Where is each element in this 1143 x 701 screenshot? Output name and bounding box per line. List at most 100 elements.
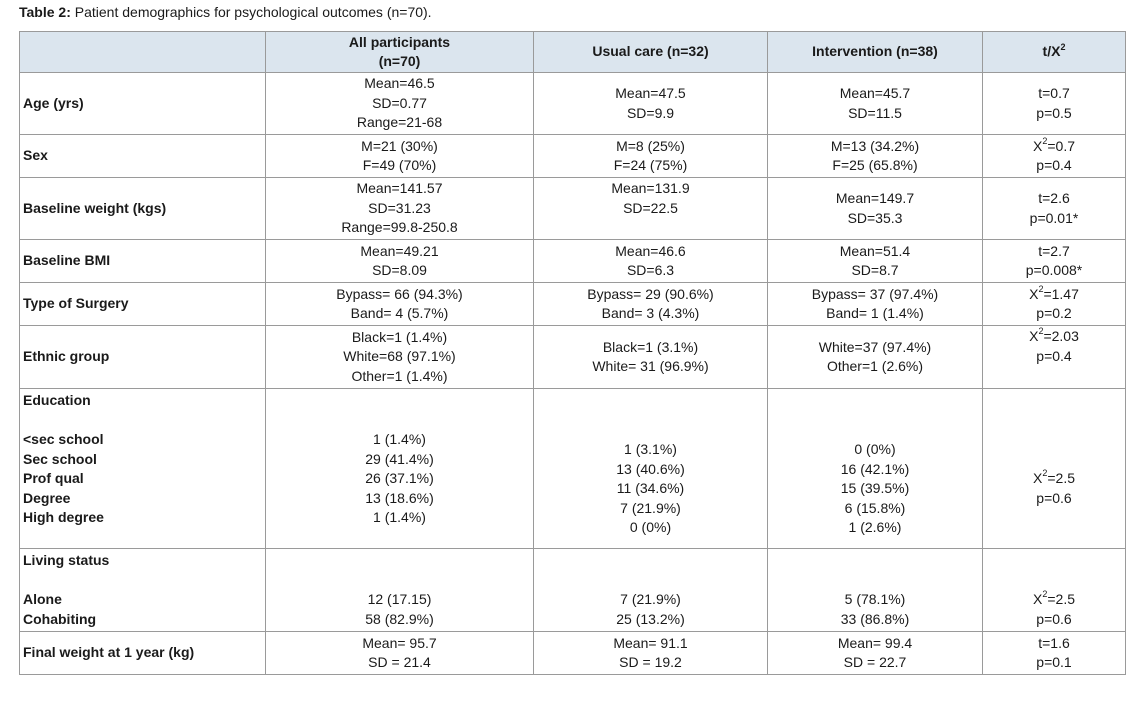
cell-value: 0 (0%)	[629, 519, 672, 535]
cell-age-usual: Mean=47.5 SD=9.9	[533, 72, 768, 135]
row-label-final-weight: Final weight at 1 year (kg)	[19, 631, 266, 675]
stat-sup: 2	[1038, 283, 1044, 294]
cell-age-intervention: Mean=45.7 SD=11.5	[767, 72, 983, 135]
stat-base: X	[1029, 285, 1039, 302]
cell-education-usual: 1 (3.1%) 13 (40.6%) 11 (34.6%) 7 (21.9%)…	[533, 388, 768, 549]
cell-value: 6 (15.8%)	[844, 499, 906, 516]
cell-value: Mean=45.7	[839, 85, 911, 101]
row-label-sex: Sex	[19, 134, 266, 178]
cell-value: White= 31 (96.9%)	[592, 358, 709, 374]
cell-education-all: 1 (1.4%) 29 (41.4%) 26 (37.1%) 13 (18.6%…	[265, 388, 534, 549]
cell-education-stat: X2=2.5 p=0.6	[982, 388, 1126, 549]
cell-value: Mean=131.9	[611, 180, 690, 196]
cell-ethnic-all: Black=1 (1.4%) White=68 (97.1%) Other=1 …	[265, 325, 534, 389]
cell-value: SD=8.7	[851, 262, 899, 278]
cell-bmi-stat: t=2.7 p=0.008*	[982, 239, 1126, 283]
cell-living-intervention: 5 (78.1%) 33 (86.8%)	[767, 548, 983, 632]
cell-weight-stat: t=2.6 p=0.01*	[982, 177, 1126, 240]
header-statistic: t/X2	[982, 31, 1126, 73]
stat-sup: 2	[1042, 468, 1048, 479]
cell-value: X2=0.7	[987, 135, 1121, 157]
row-label-baseline-weight: Baseline weight (kgs)	[19, 177, 266, 240]
header-stat-base: t/X	[1042, 43, 1061, 60]
stat-sup: 2	[1038, 326, 1044, 337]
living-sublabel: Alone	[23, 591, 62, 607]
cell-value: 16 (42.1%)	[840, 460, 910, 477]
cell-value: X2=1.47	[987, 283, 1121, 305]
cell-sex-all: M=21 (30%) F=49 (70%)	[265, 134, 534, 178]
cell-value: SD=22.5	[623, 199, 678, 216]
cell-value: t=0.7	[1038, 85, 1070, 101]
cell-value: Mean=46.6	[615, 242, 686, 259]
stat-sup: 2	[1042, 589, 1048, 600]
stat-rest: =2.03	[1043, 328, 1079, 344]
stat-sup: 2	[1042, 135, 1048, 146]
cell-value: p=0.2	[1036, 305, 1072, 321]
stat-rest: =2.5	[1047, 470, 1075, 486]
stat-base: X	[1033, 591, 1043, 607]
cell-value: White=68 (97.1%)	[343, 348, 456, 365]
cell-value: Mean=46.5	[364, 75, 435, 92]
cell-value: X2=2.5	[987, 469, 1121, 489]
cell-value: t=1.6	[1038, 634, 1070, 651]
row-label-living: Living status Alone Cohabiting	[19, 548, 266, 632]
cell-value: 1 (1.4%)	[373, 509, 426, 525]
living-heading: Living status	[23, 552, 110, 568]
cell-age-all: Mean=46.5 SD=0.77 Range=21-68	[265, 72, 534, 135]
cell-final-stat: t=1.6 p=0.1	[982, 631, 1126, 675]
cell-value: Mean=49.21	[360, 242, 439, 259]
table-row: Type of Surgery Bypass= 66 (94.3%) Band=…	[19, 282, 1126, 326]
row-label-baseline-bmi: Baseline BMI	[19, 239, 266, 283]
caption-text: Patient demographics for psychological o…	[70, 4, 432, 20]
row-label-ethnic: Ethnic group	[19, 325, 266, 389]
cell-age-stat: t=0.7 p=0.5	[982, 72, 1126, 135]
cell-value: 1 (2.6%)	[848, 519, 902, 535]
cell-value: 1 (3.1%)	[624, 441, 677, 457]
cell-final-usual: Mean= 91.1 SD = 19.2	[533, 631, 768, 675]
cell-value: 33 (86.8%)	[840, 610, 910, 627]
cell-value: 29 (41.4%)	[365, 450, 434, 467]
education-sublabel: Prof qual	[23, 470, 84, 486]
stat-rest: =1.47	[1043, 285, 1079, 302]
cell-value: Range=99.8-250.8	[341, 219, 458, 236]
cell-surgery-usual: Bypass= 29 (90.6%) Band= 3 (4.3%)	[533, 282, 768, 326]
header-intervention: Intervention (n=38)	[767, 31, 983, 73]
table-row: Baseline BMI Mean=49.21 SD=8.09 Mean=46.…	[19, 239, 1126, 283]
cell-value: Mean=141.57	[356, 180, 443, 197]
cell-value: p=0.01*	[1029, 209, 1079, 226]
education-sublabel: High degree	[23, 509, 104, 525]
stat-rest: =2.5	[1047, 591, 1075, 607]
stat-base: X	[1029, 328, 1039, 344]
cell-surgery-intervention: Bypass= 37 (97.4%) Band= 1 (1.4%)	[767, 282, 983, 326]
cell-value: M=13 (34.2%)	[830, 137, 920, 154]
cell-value: SD = 22.7	[843, 654, 907, 670]
table-row: Living status Alone Cohabiting 12 (17.15…	[19, 548, 1126, 632]
cell-value: 5 (78.1%)	[844, 591, 906, 607]
header-variable	[19, 31, 266, 73]
cell-value: Mean= 91.1	[613, 634, 688, 651]
cell-final-intervention: Mean= 99.4 SD = 22.7	[767, 631, 983, 675]
cell-value: M=8 (25%)	[616, 137, 685, 154]
row-label-education: Education <sec school Sec school Prof qu…	[19, 388, 266, 549]
cell-value: p=0.5	[1036, 104, 1072, 121]
cell-value: 0 (0%)	[854, 441, 896, 457]
cell-value: 58 (82.9%)	[365, 610, 434, 627]
cell-value: p=0.1	[1036, 654, 1072, 670]
cell-value: t=2.7	[1038, 242, 1070, 259]
cell-value: Bypass= 29 (90.6%)	[587, 285, 714, 302]
cell-value: F=24 (75%)	[613, 157, 688, 173]
cell-value: F=25 (65.8%)	[832, 157, 918, 173]
cell-value: Band= 4 (5.7%)	[350, 305, 449, 321]
education-sublabel: <sec school	[23, 431, 104, 447]
cell-value: 12 (17.15)	[367, 591, 432, 607]
cell-value: p=0.4	[1036, 157, 1072, 173]
cell-value: 15 (39.5%)	[840, 480, 910, 496]
cell-sex-usual: M=8 (25%) F=24 (75%)	[533, 134, 768, 178]
cell-value: p=0.4	[1036, 347, 1072, 364]
cell-value: M=21 (30%)	[361, 137, 438, 154]
cell-value: SD=6.3	[626, 262, 675, 278]
cell-value: SD = 19.2	[619, 654, 682, 670]
cell-bmi-all: Mean=49.21 SD=8.09	[265, 239, 534, 283]
cell-value: p=0.6	[1036, 489, 1072, 506]
cell-weight-intervention: Mean=149.7 SD=35.3	[767, 177, 983, 240]
